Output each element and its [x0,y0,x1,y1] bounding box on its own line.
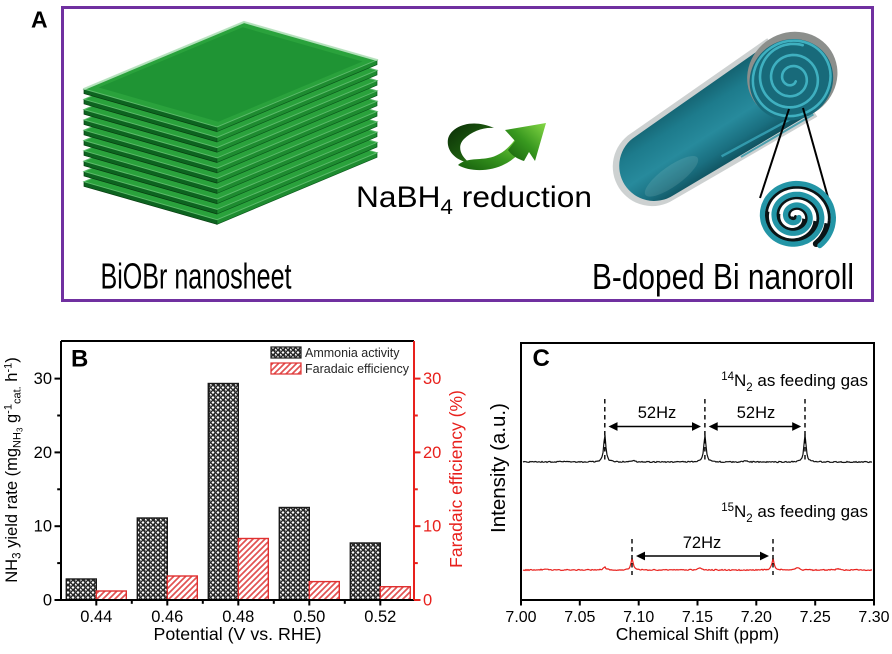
svg-text:Faradaic efficiency: Faradaic efficiency [305,362,410,376]
svg-text:C: C [533,345,550,372]
svg-text:7.25: 7.25 [800,609,831,626]
svg-text:0.50: 0.50 [293,608,325,626]
svg-text:0.52: 0.52 [364,608,396,626]
svg-text:Ammonia activity: Ammonia activity [305,346,400,360]
svg-text:7.20: 7.20 [741,609,772,626]
svg-text:10: 10 [34,518,52,536]
svg-text:30: 30 [34,370,52,388]
svg-text:0.44: 0.44 [80,608,112,626]
svg-text:0.48: 0.48 [222,608,254,626]
svg-text:0.46: 0.46 [151,608,183,626]
svg-text:0: 0 [423,592,432,610]
svg-text:52Hz: 52Hz [737,404,776,422]
svg-text:52Hz: 52Hz [638,404,677,422]
svg-text:7.30: 7.30 [858,609,889,626]
svg-text:7.00: 7.00 [505,609,536,626]
svg-text:15N2 as feeding gas: 15N2 as feeding gas [721,502,868,525]
svg-text:7.05: 7.05 [564,609,595,626]
svg-text:7.10: 7.10 [623,609,654,626]
svg-text:A: A [31,7,48,33]
svg-text:B: B [71,346,88,373]
svg-text:Chemical Shift (ppm): Chemical Shift (ppm) [616,624,779,644]
svg-text:Faradaic efficiency (%): Faradaic efficiency (%) [446,390,466,568]
svg-text:20: 20 [34,444,52,462]
svg-text:BiOBr nanosheet: BiOBr nanosheet [101,256,292,297]
svg-text:Potential (V vs. RHE): Potential (V vs. RHE) [154,624,322,644]
svg-text:7.15: 7.15 [682,609,713,626]
svg-text:30: 30 [423,370,441,388]
svg-text:72Hz: 72Hz [683,534,722,552]
svg-text:B-doped Bi nanoroll: B-doped Bi nanoroll [592,256,854,297]
svg-text:0: 0 [43,592,52,610]
svg-text:Intensity (a.u.): Intensity (a.u.) [487,403,510,533]
svg-text:14N2 as feeding gas: 14N2 as feeding gas [721,371,868,394]
svg-text:10: 10 [423,518,441,536]
svg-text:20: 20 [423,444,441,462]
